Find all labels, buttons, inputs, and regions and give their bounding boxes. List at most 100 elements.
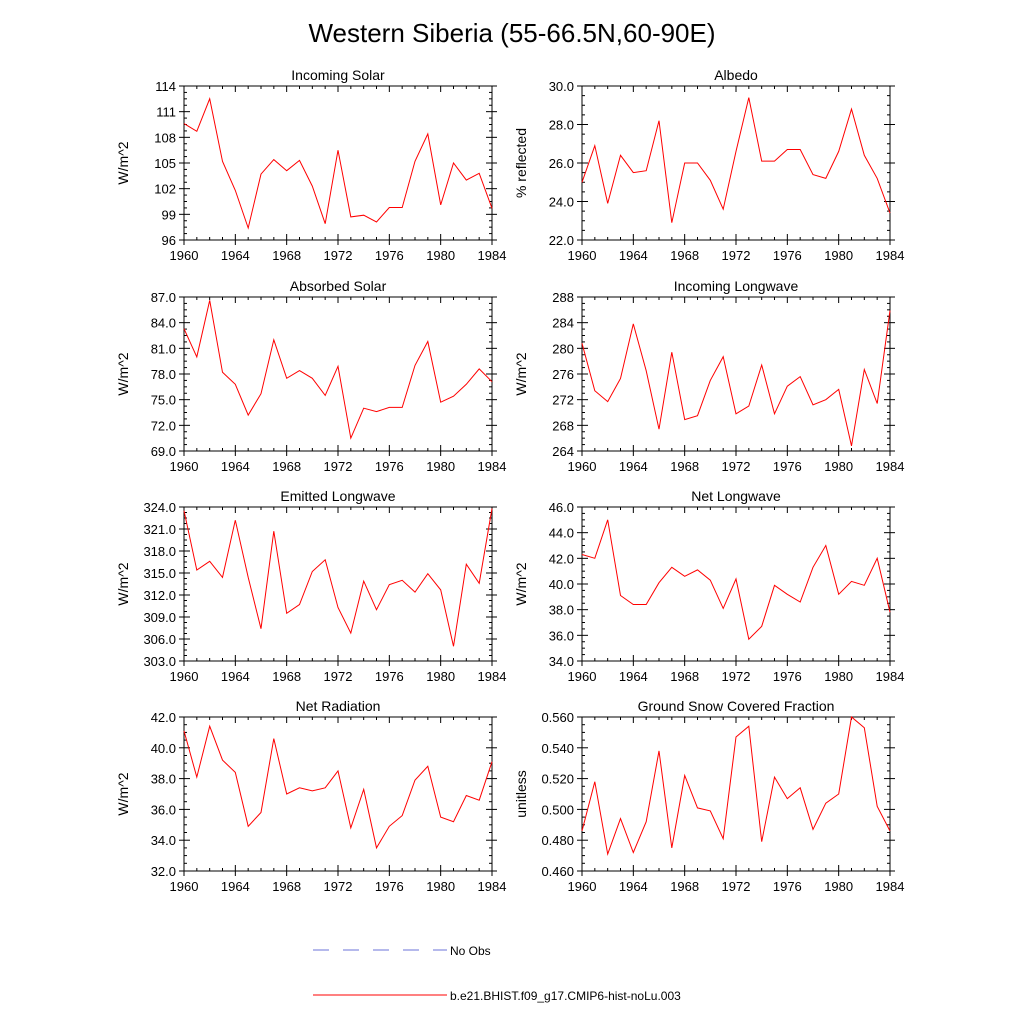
y-tick-label: 32.0: [151, 864, 176, 879]
plot-frame: [183, 85, 493, 241]
y-tick-label: 72.0: [151, 418, 176, 433]
panel-title: Ground Snow Covered Fraction: [638, 698, 835, 714]
x-tick-label: 1968: [272, 669, 301, 684]
x-tick-label: 1964: [221, 879, 250, 894]
x-tick-label: 1968: [670, 669, 699, 684]
y-axis-label: W/m^2: [115, 141, 131, 184]
y-axis-label: W/m^2: [513, 562, 529, 605]
y-tick-label: 81.0: [151, 341, 176, 356]
x-tick-label: 1980: [824, 669, 853, 684]
y-tick-label: 284: [552, 316, 574, 331]
y-tick-label: 22.0: [549, 233, 574, 248]
y-tick-label: 0.520: [541, 772, 574, 787]
y-tick-label: 40.0: [151, 741, 176, 756]
y-tick-label: 312.0: [143, 588, 176, 603]
panel-title: Incoming Solar: [291, 67, 385, 83]
x-tick-label: 1964: [619, 248, 648, 263]
x-tick-label: 1984: [478, 879, 507, 894]
plot-frame: [183, 506, 493, 662]
legend: No Obs b.e21.BHIST.f09_g17.CMIP6-hist-noL…: [313, 944, 681, 1003]
y-tick-label: 102: [154, 182, 176, 197]
x-tick-label: 1964: [619, 459, 648, 474]
x-tick-label: 1984: [876, 248, 905, 263]
y-tick-label: 28.0: [549, 118, 574, 133]
x-tick-label: 1968: [670, 879, 699, 894]
x-tick-label: 1968: [670, 459, 699, 474]
x-tick-label: 1984: [478, 248, 507, 263]
x-tick-label: 1960: [568, 248, 597, 263]
y-tick-label: 315.0: [143, 566, 176, 581]
panel-albedo: Albedo % reflected 1960 1964 1968 1972 1976 198…: [513, 67, 904, 263]
x-tick-label: 1960: [568, 879, 597, 894]
y-tick-label: 288: [552, 290, 574, 305]
y-tick-label: 303.0: [143, 654, 176, 669]
plot-frame: [183, 716, 493, 872]
y-tick-label: 36.0: [151, 802, 176, 817]
panel-incoming-solar: Incoming Solar W/m^2 1960 1964 1968 1972 1976 1…: [115, 67, 506, 263]
x-tick-label: 1968: [670, 248, 699, 263]
x-tick-label: 1972: [722, 248, 751, 263]
y-tick-label: 0.500: [541, 802, 574, 817]
series-line-emitted-longwave: [183, 508, 493, 647]
y-axis-label: W/m^2: [513, 352, 529, 395]
series-line-incoming-longwave: [581, 310, 891, 447]
y-tick-label: 114: [155, 79, 176, 94]
panel-net-longwave: Net Longwave W/m^2 1960 1964 1968 1972 1976 198…: [513, 488, 904, 684]
y-tick-label: 26.0: [549, 156, 574, 171]
y-axis-label: W/m^2: [115, 562, 131, 605]
y-tick-label: 44.0: [549, 526, 574, 541]
x-tick-label: 1972: [722, 669, 751, 684]
y-tick-label: 280: [552, 341, 574, 356]
y-tick-label: 46.0: [549, 500, 574, 515]
series-line-albedo: [581, 97, 891, 223]
panel-title: Absorbed Solar: [290, 278, 387, 294]
y-tick-label: 36.0: [549, 628, 574, 643]
y-tick-label: 321.0: [143, 522, 176, 537]
x-tick-label: 1976: [375, 669, 404, 684]
x-tick-label: 1964: [221, 248, 250, 263]
y-tick-label: 318.0: [143, 544, 176, 559]
y-tick-label: 276: [552, 367, 574, 382]
y-tick-label: 69.0: [151, 444, 176, 459]
y-tick-label: 38.0: [549, 603, 574, 618]
x-tick-label: 1972: [722, 459, 751, 474]
y-tick-label: 42.0: [151, 710, 176, 725]
y-tick-label: 87.0: [151, 290, 176, 305]
y-tick-label: 108: [154, 130, 176, 145]
x-tick-label: 1980: [824, 459, 853, 474]
y-tick-label: 268: [552, 418, 574, 433]
plot-frame: [183, 296, 493, 452]
x-tick-label: 1968: [272, 459, 301, 474]
x-tick-label: 1964: [221, 669, 250, 684]
panel-title: Emitted Longwave: [280, 488, 395, 504]
x-tick-label: 1984: [478, 669, 507, 684]
series-line-incoming-solar: [183, 97, 493, 230]
y-tick-label: 0.480: [541, 833, 574, 848]
y-tick-label: 30.0: [549, 79, 574, 94]
y-tick-label: 84.0: [151, 316, 176, 331]
x-tick-label: 1984: [876, 459, 905, 474]
plot-frame: [581, 85, 891, 241]
y-tick-label: 78.0: [151, 367, 176, 382]
y-axis-label: % reflected: [513, 128, 529, 198]
x-tick-label: 1984: [876, 669, 905, 684]
x-tick-label: 1980: [824, 248, 853, 263]
y-tick-label: 38.0: [151, 772, 176, 787]
y-tick-label: 34.0: [151, 833, 176, 848]
panel-net-radiation: Net Radiation W/m^2 1960 1964 1968 1972 1976 19…: [115, 698, 506, 894]
x-tick-label: 1972: [324, 879, 353, 894]
panel-grid: Incoming Solar W/m^2 1960 1964 1968 1972 1976 1…: [115, 67, 904, 894]
y-tick-label: 0.560: [541, 710, 574, 725]
y-tick-label: 111: [156, 105, 176, 120]
x-tick-label: 1960: [170, 248, 199, 263]
x-tick-label: 1980: [426, 669, 455, 684]
panel-title: Net Radiation: [296, 698, 381, 714]
y-tick-label: 99: [162, 207, 176, 222]
legend-label: No Obs: [450, 944, 491, 958]
series-line-absorbed-solar: [183, 300, 493, 440]
y-tick-label: 309.0: [143, 610, 176, 625]
x-tick-label: 1960: [170, 459, 199, 474]
panel-title: Albedo: [714, 67, 758, 83]
x-tick-label: 1960: [568, 459, 597, 474]
